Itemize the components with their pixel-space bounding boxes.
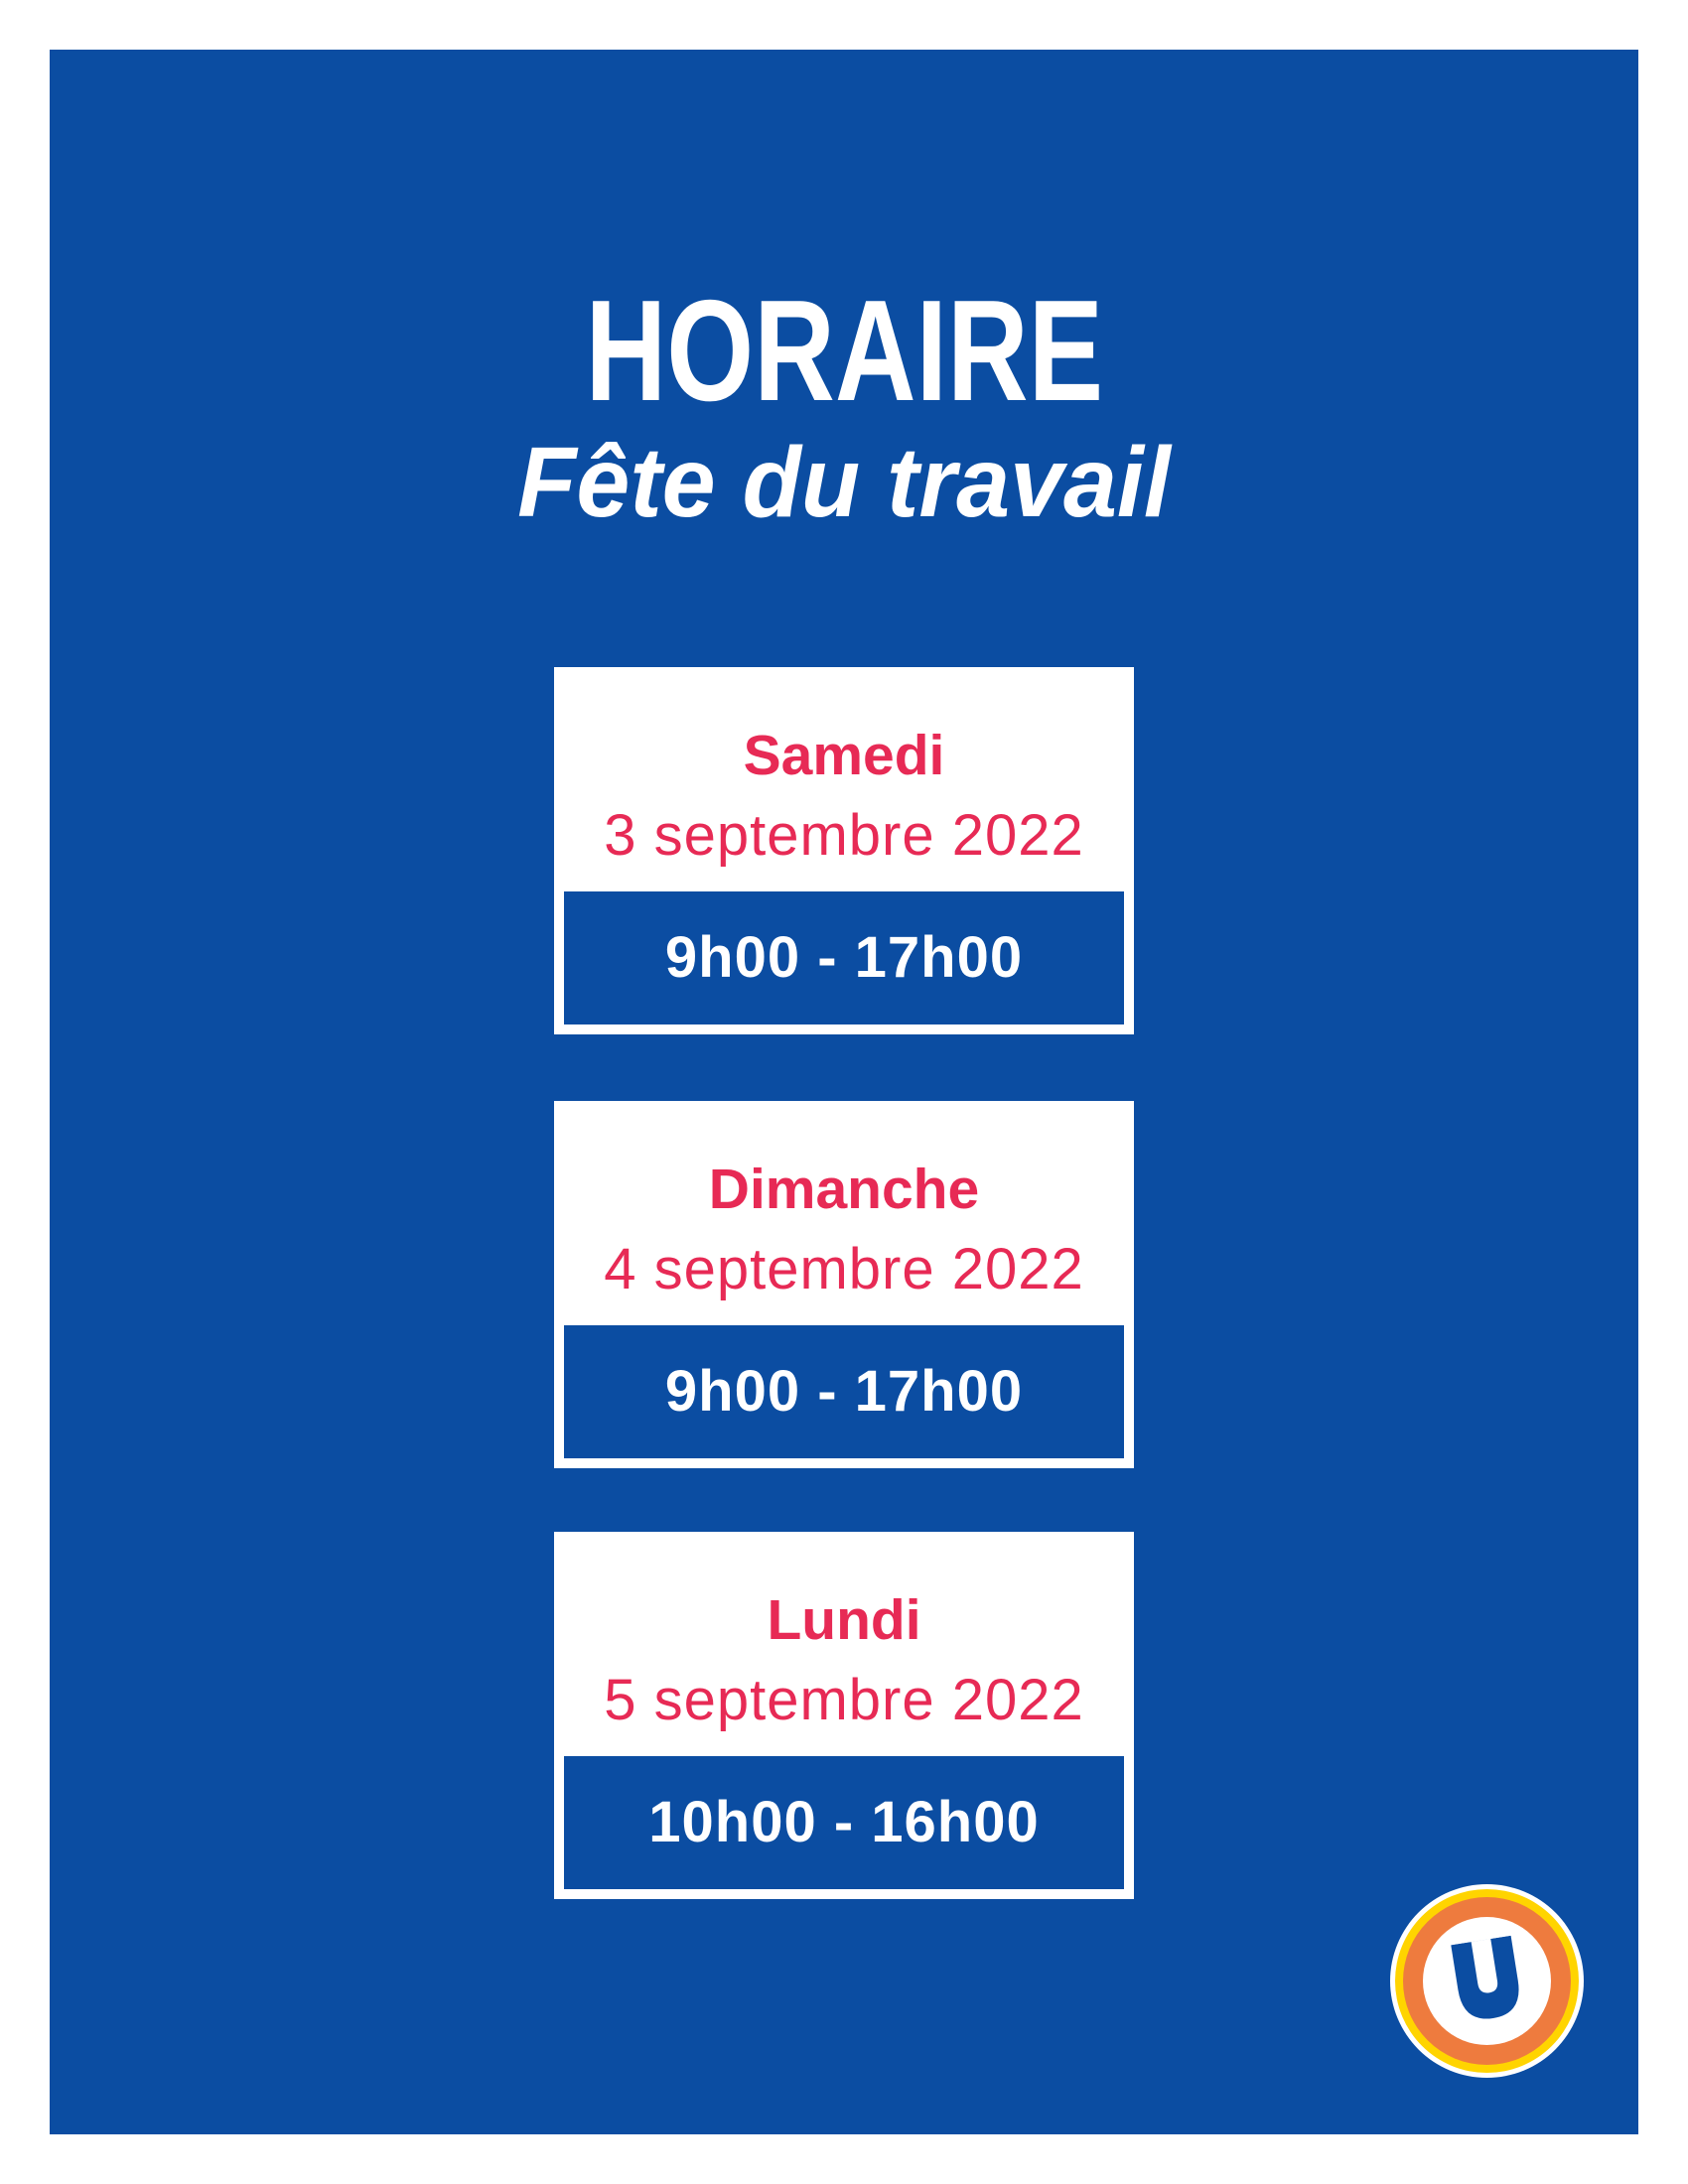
hours-label: 9h00 - 17h00: [664, 925, 1024, 990]
poster-subtitle: Fête du travail: [50, 433, 1638, 532]
hours-band: 9h00 - 17h00: [564, 1325, 1124, 1458]
day-label: Dimanche: [708, 1158, 980, 1221]
day-label: Samedi: [743, 724, 945, 787]
blue-panel: HORAIRE Fête du travail Samedi 3 septemb…: [50, 50, 1638, 2134]
logo-white-disc: [1423, 1917, 1551, 2045]
u-letter-icon: [1390, 1884, 1584, 2078]
schedule-card-samedi: Samedi 3 septembre 2022 9h00 - 17h00: [554, 667, 1134, 1034]
schedule-card-lundi: Lundi 5 septembre 2022 10h00 - 16h00: [554, 1532, 1134, 1899]
date-label: 5 septembre 2022: [604, 1668, 1084, 1732]
day-label: Lundi: [767, 1588, 921, 1652]
schedule-card-dimanche: Dimanche 4 septembre 2022 9h00 - 17h00: [554, 1101, 1134, 1468]
date-label: 4 septembre 2022: [604, 1237, 1084, 1301]
hours-band: 10h00 - 16h00: [564, 1756, 1124, 1889]
date-label: 3 septembre 2022: [604, 803, 1084, 868]
poster-title: HORAIRE: [50, 279, 1638, 423]
hours-band: 9h00 - 17h00: [564, 891, 1124, 1024]
magasins-u-logo: [1390, 1884, 1584, 2078]
poster-title-text: HORAIRE: [585, 270, 1103, 431]
hours-label: 9h00 - 17h00: [664, 1359, 1024, 1424]
poster-subtitle-text: Fête du travail: [517, 427, 1171, 538]
hours-label: 10h00 - 16h00: [648, 1790, 1040, 1854]
